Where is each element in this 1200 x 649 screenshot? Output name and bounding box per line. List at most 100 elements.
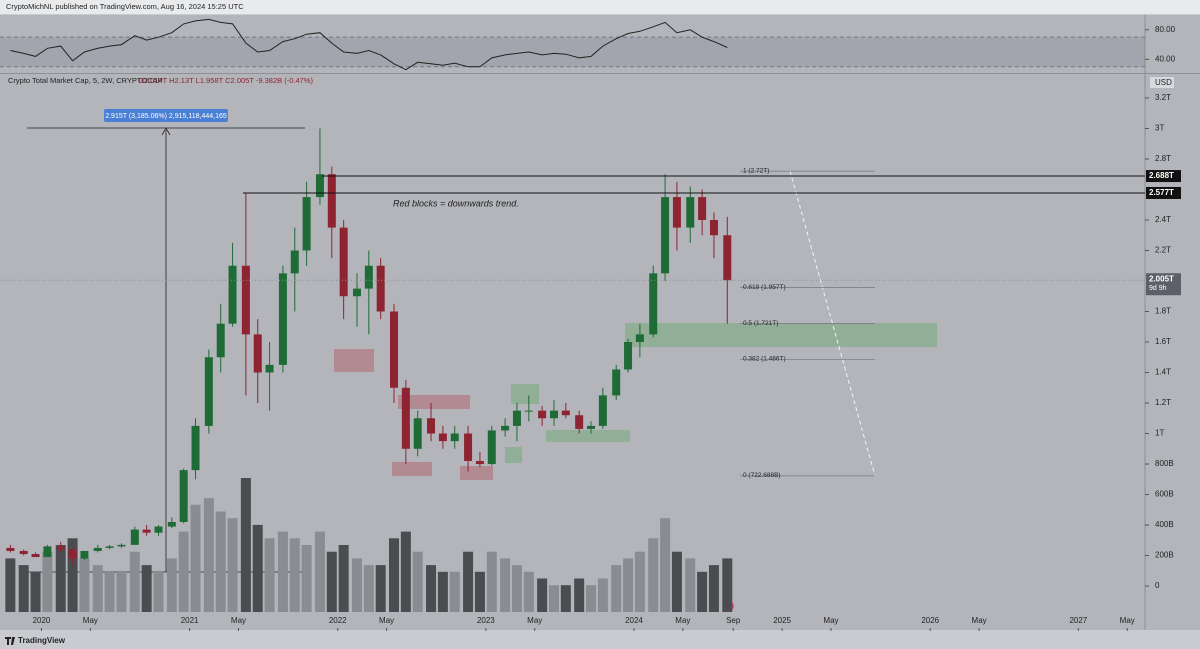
candle-body [191,425,200,471]
candle-body [698,197,707,220]
currency: USD [1155,78,1172,87]
price-label-box [1146,186,1181,199]
volume-bar [129,551,140,612]
candle-body [598,395,607,426]
volume-bar [412,551,423,612]
candle-body [142,529,151,533]
red-zones [334,349,493,480]
candle-body [709,219,718,236]
volume-bar [722,558,733,612]
volume-bar [227,518,238,612]
candle-body [612,369,621,396]
x-tick-label: Sep [726,616,741,625]
volume-bar [277,531,288,612]
fib-label: 1 (2.72T) [743,167,769,174]
volume-bar [486,551,497,612]
candle-body [401,387,410,449]
candle-body [390,311,399,388]
y-tick-label: 1T [1155,429,1164,438]
volume-bar [79,558,90,612]
x-tick-label: May [823,616,838,625]
volume-bar [30,571,41,612]
publisher: CryptoMichNL published on TradingView.co… [6,2,244,11]
rsi-pane [0,15,1200,73]
rsi-tick-label: 40.00 [1155,54,1176,63]
green-block [505,447,522,463]
volume-bar [55,545,66,612]
red-block [398,395,470,409]
volume-bar [597,578,608,612]
volume-bar [215,511,226,612]
volume-bar [301,545,312,612]
red-block [392,462,432,476]
volume-bar [611,565,622,612]
x-tick-label: 2020 [33,616,51,625]
x-tick-label: 2026 [921,616,939,625]
y-tick-label: 1.2T [1155,398,1171,407]
volume-bar [463,551,474,612]
measure-box [104,109,228,122]
y-tick-label: 2.8T [1155,154,1171,163]
candle-body [315,174,324,198]
volume-bar [685,558,696,612]
candle-body [265,364,274,373]
volume-bar [474,571,485,612]
candle-body [649,273,658,335]
y-tick-label: 800B [1155,459,1174,468]
measure-label: 2.915T (3,185.06%) 2,915,118,444,165 [105,113,227,120]
ohlc-text: O2.014T H2.13T L1.958T C2.005T -9.382B (… [138,76,313,85]
candle-body [524,410,533,412]
candle-body [216,323,225,358]
y-tick-label: 0 [1155,581,1160,590]
x-tick-label: May [972,616,987,625]
candle-body [352,288,361,297]
candle-body [253,334,262,373]
volume-bar [252,524,263,612]
candle-body [278,273,287,365]
volume-bar [623,558,634,612]
y-tick-label: 3T [1155,124,1164,133]
volume-bar [92,565,103,612]
footer-bar [0,630,1200,649]
candle-body [6,547,15,551]
volume-bar [449,571,460,612]
last-price-box [1146,273,1181,296]
x-tick-label: May [1120,616,1135,625]
candle-body [635,334,644,343]
candle-body [105,546,114,548]
volume-bar [104,571,115,612]
x-tick-label: May [379,616,394,625]
candle-body [413,418,422,449]
y-tick-label: 200B [1155,551,1174,560]
y-tick-label: 2.4T [1155,215,1171,224]
currency-box [1150,77,1174,88]
candle-body [241,265,250,335]
candle-body [587,425,596,429]
candle-body [117,544,126,547]
volume-bar [5,558,16,612]
candle-body [43,546,52,558]
candle-body [179,470,188,522]
candle-body [575,415,584,429]
volume-bar [560,585,571,612]
rsi-band [0,37,1145,67]
volume-bar [314,531,325,612]
volume-bar [400,531,411,612]
x-tick-label: 2027 [1069,616,1087,625]
x-tick-label: 2024 [625,616,643,625]
candle-body [561,410,570,416]
volume-bar [511,565,522,612]
volume-bar [548,585,559,612]
volume-bar [426,565,437,612]
fib-label: 0.618 (1.957T) [743,284,786,291]
candle-body [538,410,547,419]
fib-label: 0 (722.688B) [743,472,781,479]
rsi-tick-label: 80.00 [1155,25,1176,34]
x-tick-label: May [83,616,98,625]
volume-bar [240,478,251,612]
volume-bar [338,545,349,612]
candle-body [19,550,28,555]
brand: TradingView [18,636,66,645]
x-tick-label: May [231,616,246,625]
